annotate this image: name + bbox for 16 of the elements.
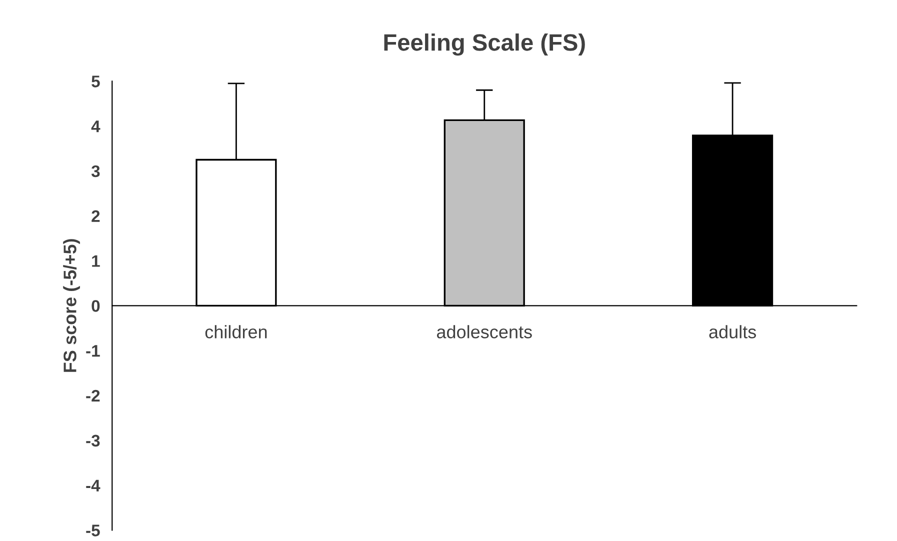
y-tick-label: 0 xyxy=(92,300,100,312)
chart-title: Feeling Scale (FS) xyxy=(384,33,585,56)
y-tick-label: 4 xyxy=(91,120,100,132)
y-tick-label: -4 xyxy=(86,480,100,492)
y-tick-label: 2 xyxy=(92,210,100,222)
y-tick-label: 5 xyxy=(92,76,100,88)
y-tick-label: -1 xyxy=(86,345,100,357)
y-tick-label: -3 xyxy=(86,434,100,447)
y-tick-label: -2 xyxy=(86,390,100,402)
x-tick-label: children xyxy=(205,325,267,338)
y-axis-title: FS score (-5/+5) xyxy=(63,239,80,372)
x-tick-label: adults xyxy=(709,325,756,338)
y-tick-label: -5 xyxy=(86,524,100,536)
x-tick-label: adolescents xyxy=(436,325,532,338)
y-tick-label: 1 xyxy=(92,255,100,267)
y-tick-label: 3 xyxy=(91,165,100,178)
